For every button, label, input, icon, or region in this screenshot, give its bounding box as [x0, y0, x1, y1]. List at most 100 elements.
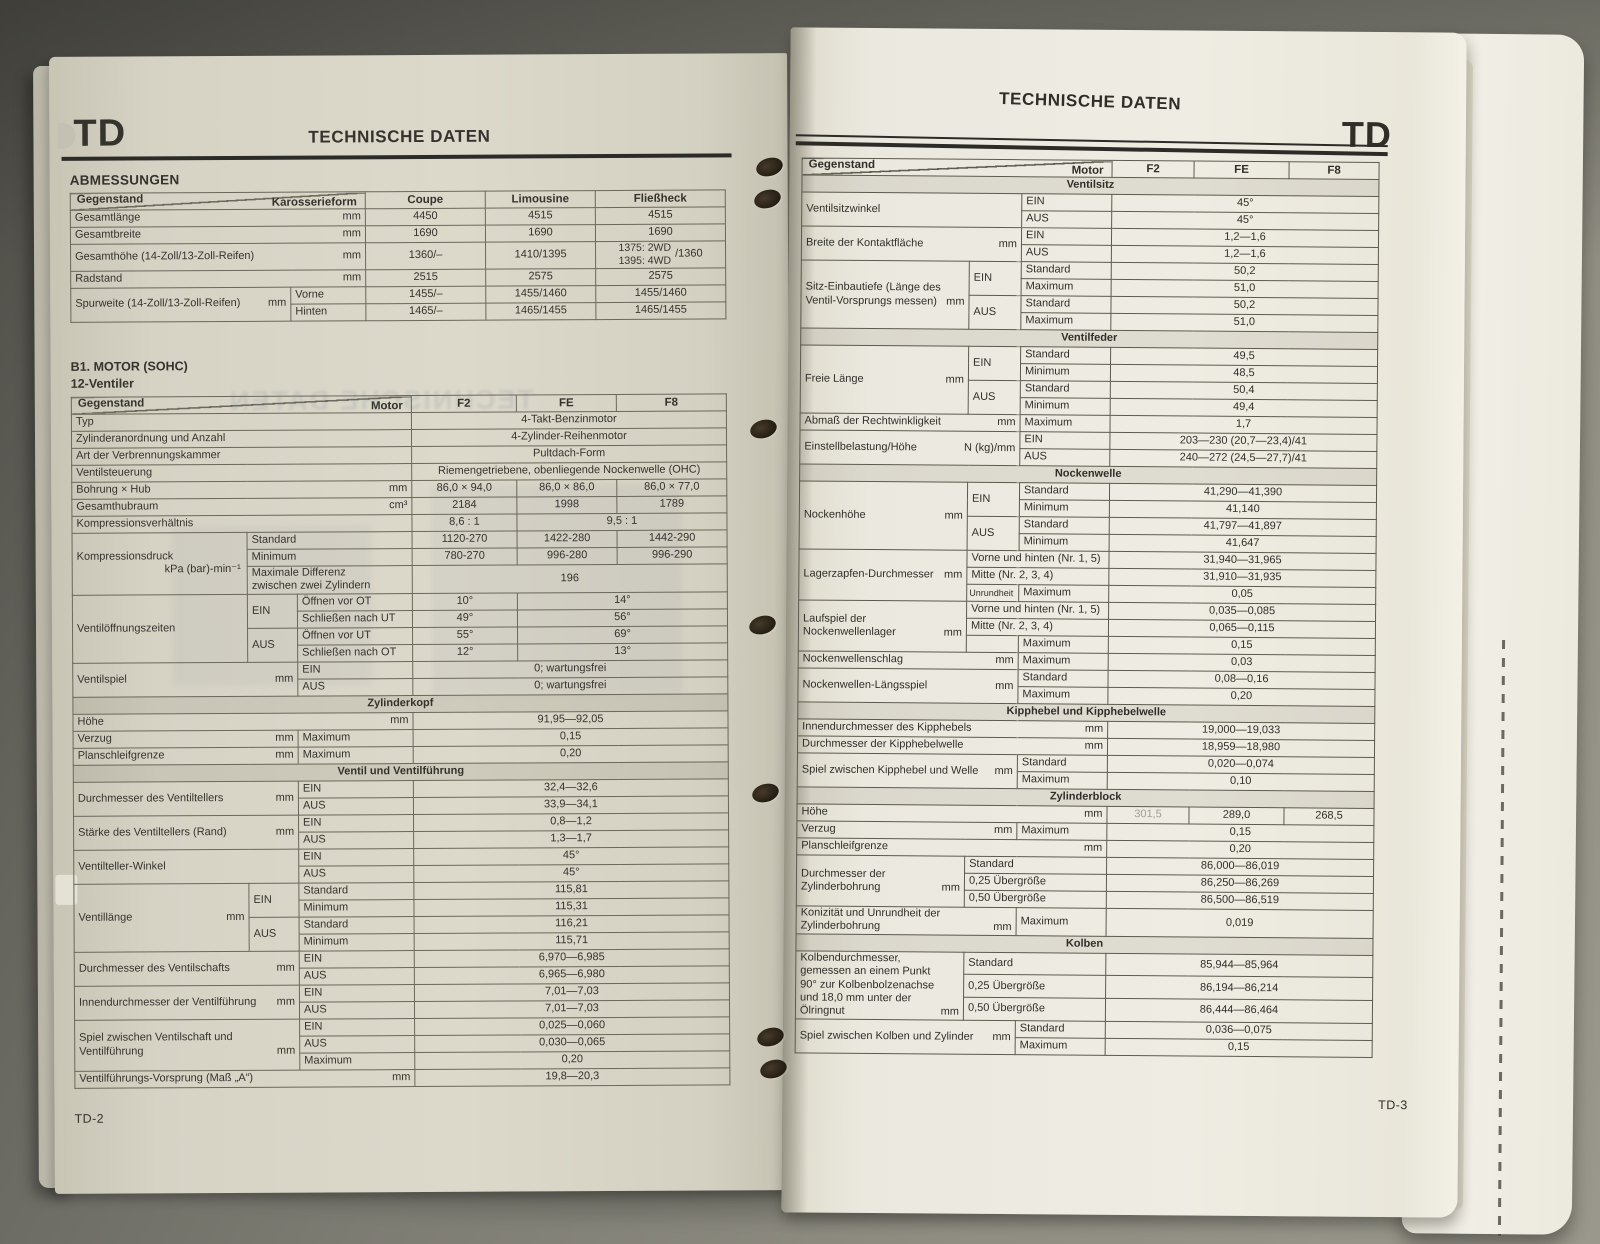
table-cell: Kompressionsdruck kPa (bar)-min⁻¹: [72, 532, 248, 596]
table-cell: 69°: [517, 625, 728, 644]
table-cell: Mitte (Nr. 2, 3, 4): [966, 567, 1109, 586]
table-cell: 1465/1455: [485, 302, 596, 320]
table-cell: Spiel zwischen Ventilschaft und Ventilfüh…: [74, 1018, 300, 1072]
table-cell: AUS: [247, 627, 298, 663]
table-cell: Spiel zwischen Kipphebel und Welle mm: [797, 752, 1018, 789]
table-cell: Laufspiel der Nockenwellenlager mm: [798, 599, 967, 653]
unit-label: mm: [342, 227, 361, 240]
table-cell: 12°: [412, 643, 518, 662]
table-cell: 240—272 (24,5—27,7)/41: [1109, 449, 1377, 469]
column-header-cell: Coupe: [365, 191, 486, 209]
table-cell: Minimum: [1019, 533, 1110, 552]
column-header-cell: Limousine: [485, 190, 596, 209]
table-cell: 0,05: [1108, 585, 1376, 605]
table-cell: 48,5: [1110, 364, 1378, 384]
table-cell: 0; wartungsfrei: [412, 659, 728, 679]
table-cell: 1120-270: [412, 530, 518, 549]
table-cell: Durchmesser des Ventilschafts mm: [74, 950, 300, 987]
table-cell: 31,910—31,935: [1108, 568, 1376, 588]
table-cell: Stärke des Ventiltellers (Rand) mm: [73, 814, 299, 851]
table-cell: 86,0 × 86,0: [516, 479, 617, 497]
table-cell: 996-280: [517, 547, 618, 565]
unit-label: mm: [267, 297, 287, 310]
table-cell: Standard: [963, 952, 1106, 976]
table-row: Ventilführungs-Vorsprung (Maß „A“) mm 19,8…: [74, 1067, 730, 1089]
table-cell: AUS: [968, 295, 1022, 330]
table-cell: 2575: [595, 267, 726, 286]
table-cell: 1,3—1,7: [413, 829, 729, 849]
corner-bottom-label: Gegenstand: [808, 158, 876, 172]
unit-label: mm: [944, 509, 963, 522]
table-cell: Maximum: [1017, 771, 1108, 790]
table-cell: 45°: [1111, 211, 1379, 231]
table-cell: 196: [412, 563, 728, 594]
table-cell: EIN: [969, 261, 1022, 296]
unit-label: mm: [993, 824, 1013, 837]
table-cell: Standard: [1019, 516, 1110, 535]
table-cell: 0,025—0,060: [414, 1016, 730, 1036]
table-cell: Gesamthubraum cm³: [71, 497, 412, 517]
abmessungen-heading: ABMESSUNGEN: [69, 172, 180, 188]
table-cell: 86,194—86,214: [1105, 975, 1373, 1001]
table-cell: 49,4: [1110, 398, 1378, 418]
table-cell: 301,5: [1106, 806, 1190, 825]
table-cell: Maximum: [1015, 1037, 1106, 1056]
table-cell: 0,036—0,075: [1105, 1021, 1373, 1041]
table-cell: 1690: [365, 225, 486, 243]
table-cell: Vorne und hinten (Nr. 1, 5): [966, 550, 1110, 569]
table-cell: 0,20: [413, 744, 729, 764]
table-cell: Innendurchmesser der Ventilführung mm: [74, 984, 300, 1021]
table-cell: 1455/–: [365, 285, 486, 304]
table-cell: 0,030—0,065: [414, 1033, 730, 1053]
page-number: TD-2: [74, 1111, 105, 1126]
motor-heading: B1. MOTOR (SOHC): [70, 359, 188, 374]
table-cell: EIN: [298, 848, 414, 866]
table-cell: Standard: [1021, 261, 1112, 280]
table-cell: 41,140: [1109, 500, 1377, 520]
unit-label: mm: [943, 568, 963, 582]
table-cell: 6,965—6,980: [414, 965, 730, 985]
table-cell: 31,940—31,965: [1108, 551, 1377, 571]
table-cell: Maximum: [1018, 584, 1109, 603]
table-cell: Schließen nach UT: [297, 610, 413, 628]
table-cell: 19,8—20,3: [414, 1067, 730, 1087]
unit-label: mm: [275, 731, 294, 744]
unit-label: mm: [945, 373, 964, 386]
unit-label: cm³: [389, 499, 408, 512]
unit-label: mm: [1084, 807, 1103, 821]
table-cell: 55°: [412, 626, 518, 645]
table-cell: 9,5 : 1: [516, 512, 728, 531]
table-cell: 13°: [517, 642, 728, 661]
engine-specs-table: Motor Gegenstand F2 FE F8 Ventilsitz Ventilsit…: [795, 157, 1380, 1058]
table-cell: 1442-290: [617, 529, 728, 548]
table-cell: Standard: [299, 916, 415, 934]
table-cell: 91,95—92,05: [412, 710, 729, 730]
table-cell: 50,2: [1111, 262, 1379, 282]
table-cell: Standard: [1020, 380, 1111, 399]
table-cell: Standard: [1017, 754, 1108, 773]
table-cell: 0,15: [1105, 1038, 1373, 1058]
table-row: Konizität und Unrundheit der Zylinderbohr…: [796, 905, 1374, 939]
unit-label: mm: [276, 995, 296, 1008]
table-cell: 0,035—0,085: [1108, 602, 1376, 622]
unit-label: mm: [943, 626, 962, 639]
table-cell: Bohrung × Hub mm: [71, 480, 412, 500]
table-cell: EIN: [299, 1018, 415, 1036]
table-cell: Öffnen vor OT: [297, 593, 413, 611]
table-cell: 1422-280: [517, 530, 618, 548]
table-cell: 0,25 Übergröße: [964, 873, 1107, 892]
table-cell: 0,08—0,16: [1107, 670, 1376, 690]
table-cell: Planschleifgrenze mm: [73, 746, 299, 766]
abmessungen-table: Karosserieform Gegenstand Coupe Limousine Fl…: [70, 189, 727, 322]
table-cell: Standard: [1015, 1020, 1106, 1039]
header-rule: [61, 153, 732, 161]
table-cell: 86,0 × 77,0: [616, 478, 727, 497]
table-cell: 1360/–: [365, 242, 486, 270]
table-cell: AUS: [1019, 448, 1110, 467]
table-cell: 0,8—1,2: [413, 812, 729, 832]
table-cell: 0,03: [1108, 653, 1376, 673]
unit-label: mm: [275, 791, 294, 804]
unit-label: mm: [995, 654, 1014, 667]
table-cell: 50,4: [1110, 381, 1378, 401]
table-cell: Sitz-Einbautiefe (Länge des Ventil-Vorspr…: [800, 259, 970, 330]
